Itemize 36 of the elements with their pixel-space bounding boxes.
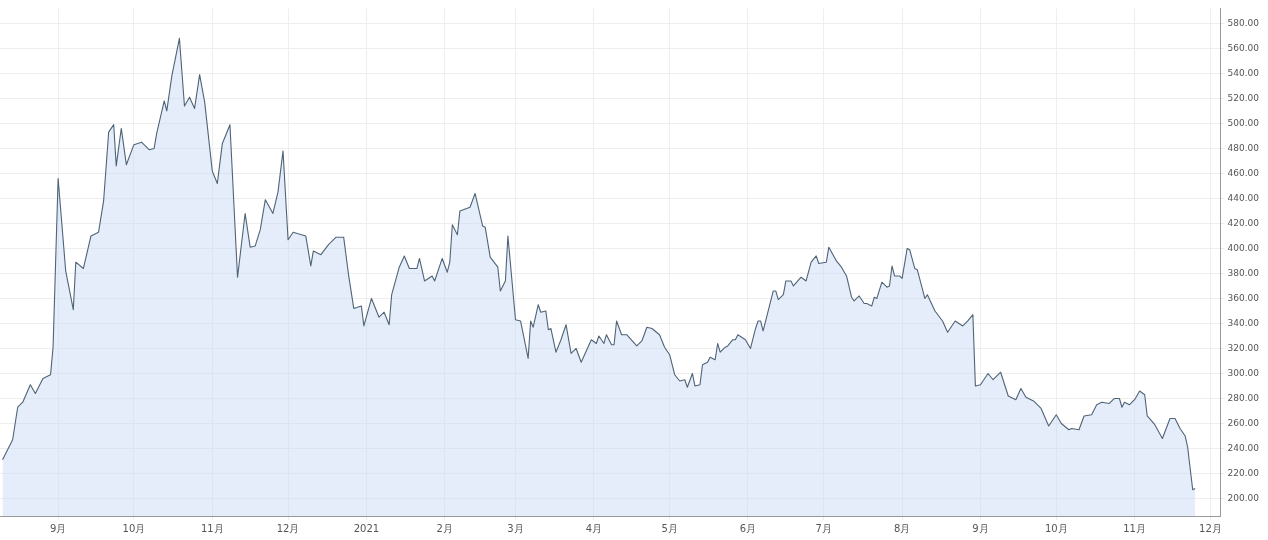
y-tick-label: 240.00 bbox=[1227, 442, 1260, 453]
x-tick-label: 9月 bbox=[49, 522, 67, 534]
x-tick-label: 11月 bbox=[1123, 522, 1146, 534]
y-tick-label: 300.00 bbox=[1227, 367, 1260, 378]
y-tick-label: 380.00 bbox=[1227, 267, 1260, 278]
y-tick-label: 480.00 bbox=[1227, 142, 1260, 153]
y-tick-label: 460.00 bbox=[1227, 167, 1260, 178]
x-tick-label: 6月 bbox=[739, 522, 757, 534]
y-tick-label: 540.00 bbox=[1227, 67, 1260, 78]
x-tick-label: 9月 bbox=[972, 522, 989, 534]
y-tick-label: 340.00 bbox=[1227, 317, 1260, 328]
x-tick-label: 3月 bbox=[507, 522, 524, 534]
y-tick-label: 260.00 bbox=[1227, 417, 1260, 428]
y-tick-label: 200.00 bbox=[1227, 492, 1260, 503]
x-tick-label: 2021 bbox=[353, 522, 380, 534]
y-tick-label: 220.00 bbox=[1227, 467, 1260, 478]
y-tick-label: 500.00 bbox=[1227, 117, 1260, 128]
x-tick-label: 12月 bbox=[1199, 522, 1222, 534]
x-tick-label: 5月 bbox=[661, 522, 678, 534]
y-tick-label: 360.00 bbox=[1227, 292, 1260, 303]
x-tick-label: 2月 bbox=[436, 522, 453, 534]
y-tick-label: 400.00 bbox=[1227, 242, 1260, 253]
x-tick-label: 10月 bbox=[1044, 522, 1068, 534]
x-tick-label: 12月 bbox=[276, 522, 300, 534]
y-tick-label: 280.00 bbox=[1227, 392, 1260, 403]
x-tick-label: 4月 bbox=[585, 522, 603, 534]
x-tick-label: 7月 bbox=[815, 522, 832, 534]
x-tick-label: 10月 bbox=[122, 522, 146, 534]
x-tick-label: 11月 bbox=[200, 522, 224, 534]
x-tick-label: 8月 bbox=[893, 522, 911, 534]
y-tick-label: 420.00 bbox=[1227, 217, 1260, 228]
y-tick-label: 320.00 bbox=[1227, 342, 1260, 353]
y-tick-label: 440.00 bbox=[1227, 192, 1260, 203]
y-tick-label: 520.00 bbox=[1227, 92, 1260, 103]
y-tick-label: 580.00 bbox=[1227, 17, 1260, 28]
y-tick-label: 560.00 bbox=[1227, 42, 1260, 53]
